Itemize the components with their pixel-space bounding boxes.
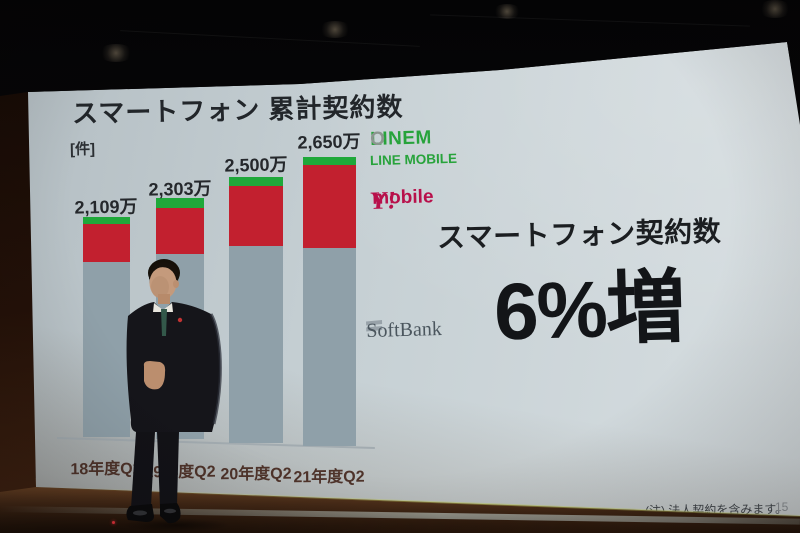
presenter-left-leg [131, 432, 155, 508]
bar-segment-linemo [229, 177, 283, 187]
presenter-suit [126, 302, 221, 432]
presenter [126, 259, 222, 524]
presenter-neck [158, 294, 170, 304]
bar-segment-ymobile [229, 186, 283, 246]
floor-red-led [112, 521, 115, 524]
presenter-lapel-pin [177, 317, 183, 323]
bar [82, 217, 130, 437]
bar-segment-linemo [156, 197, 204, 208]
bar-segment-ymobile [302, 165, 356, 249]
ceiling-light-icon [98, 44, 134, 62]
presenter-ear [173, 280, 179, 288]
ceiling-truss [120, 30, 420, 47]
ceiling-light-icon [318, 21, 352, 38]
presenter-right-shoe [160, 503, 181, 524]
presenter-right-leg [157, 432, 179, 506]
presenter-tie [161, 309, 167, 336]
presenter-left-shoe [126, 504, 154, 522]
bar-segment-softbank [302, 248, 356, 446]
bar [229, 177, 283, 443]
softbank-logo-text: SoftBank [366, 318, 443, 342]
bar-segment-softbank [82, 261, 130, 437]
ceiling-light-icon [492, 4, 522, 19]
ceiling-light-icon [758, 0, 792, 18]
bar-segment-linemo [82, 217, 130, 225]
presenter-collar [153, 303, 173, 312]
bar-segment-ymobile [82, 224, 130, 262]
bar-value-label: 2,303万 [148, 178, 212, 200]
bar-segment-ymobile [156, 207, 204, 254]
presenter-hairline [148, 262, 179, 284]
headline-value: 6%増 [493, 262, 685, 357]
bar-segment-linemo [302, 157, 356, 166]
page-number: 15 [775, 500, 789, 514]
ceiling-truss [430, 14, 750, 27]
x-axis-label: 21年度Q2 [293, 468, 365, 487]
presenter-hands [143, 361, 166, 390]
bar [302, 157, 356, 446]
bar-segment-softbank [229, 245, 283, 443]
line-mobile-logo: LINE MOBILE [369, 150, 458, 169]
linemo-o-icon: O [370, 128, 386, 150]
ymobile-logo-text: mobile [371, 186, 434, 209]
